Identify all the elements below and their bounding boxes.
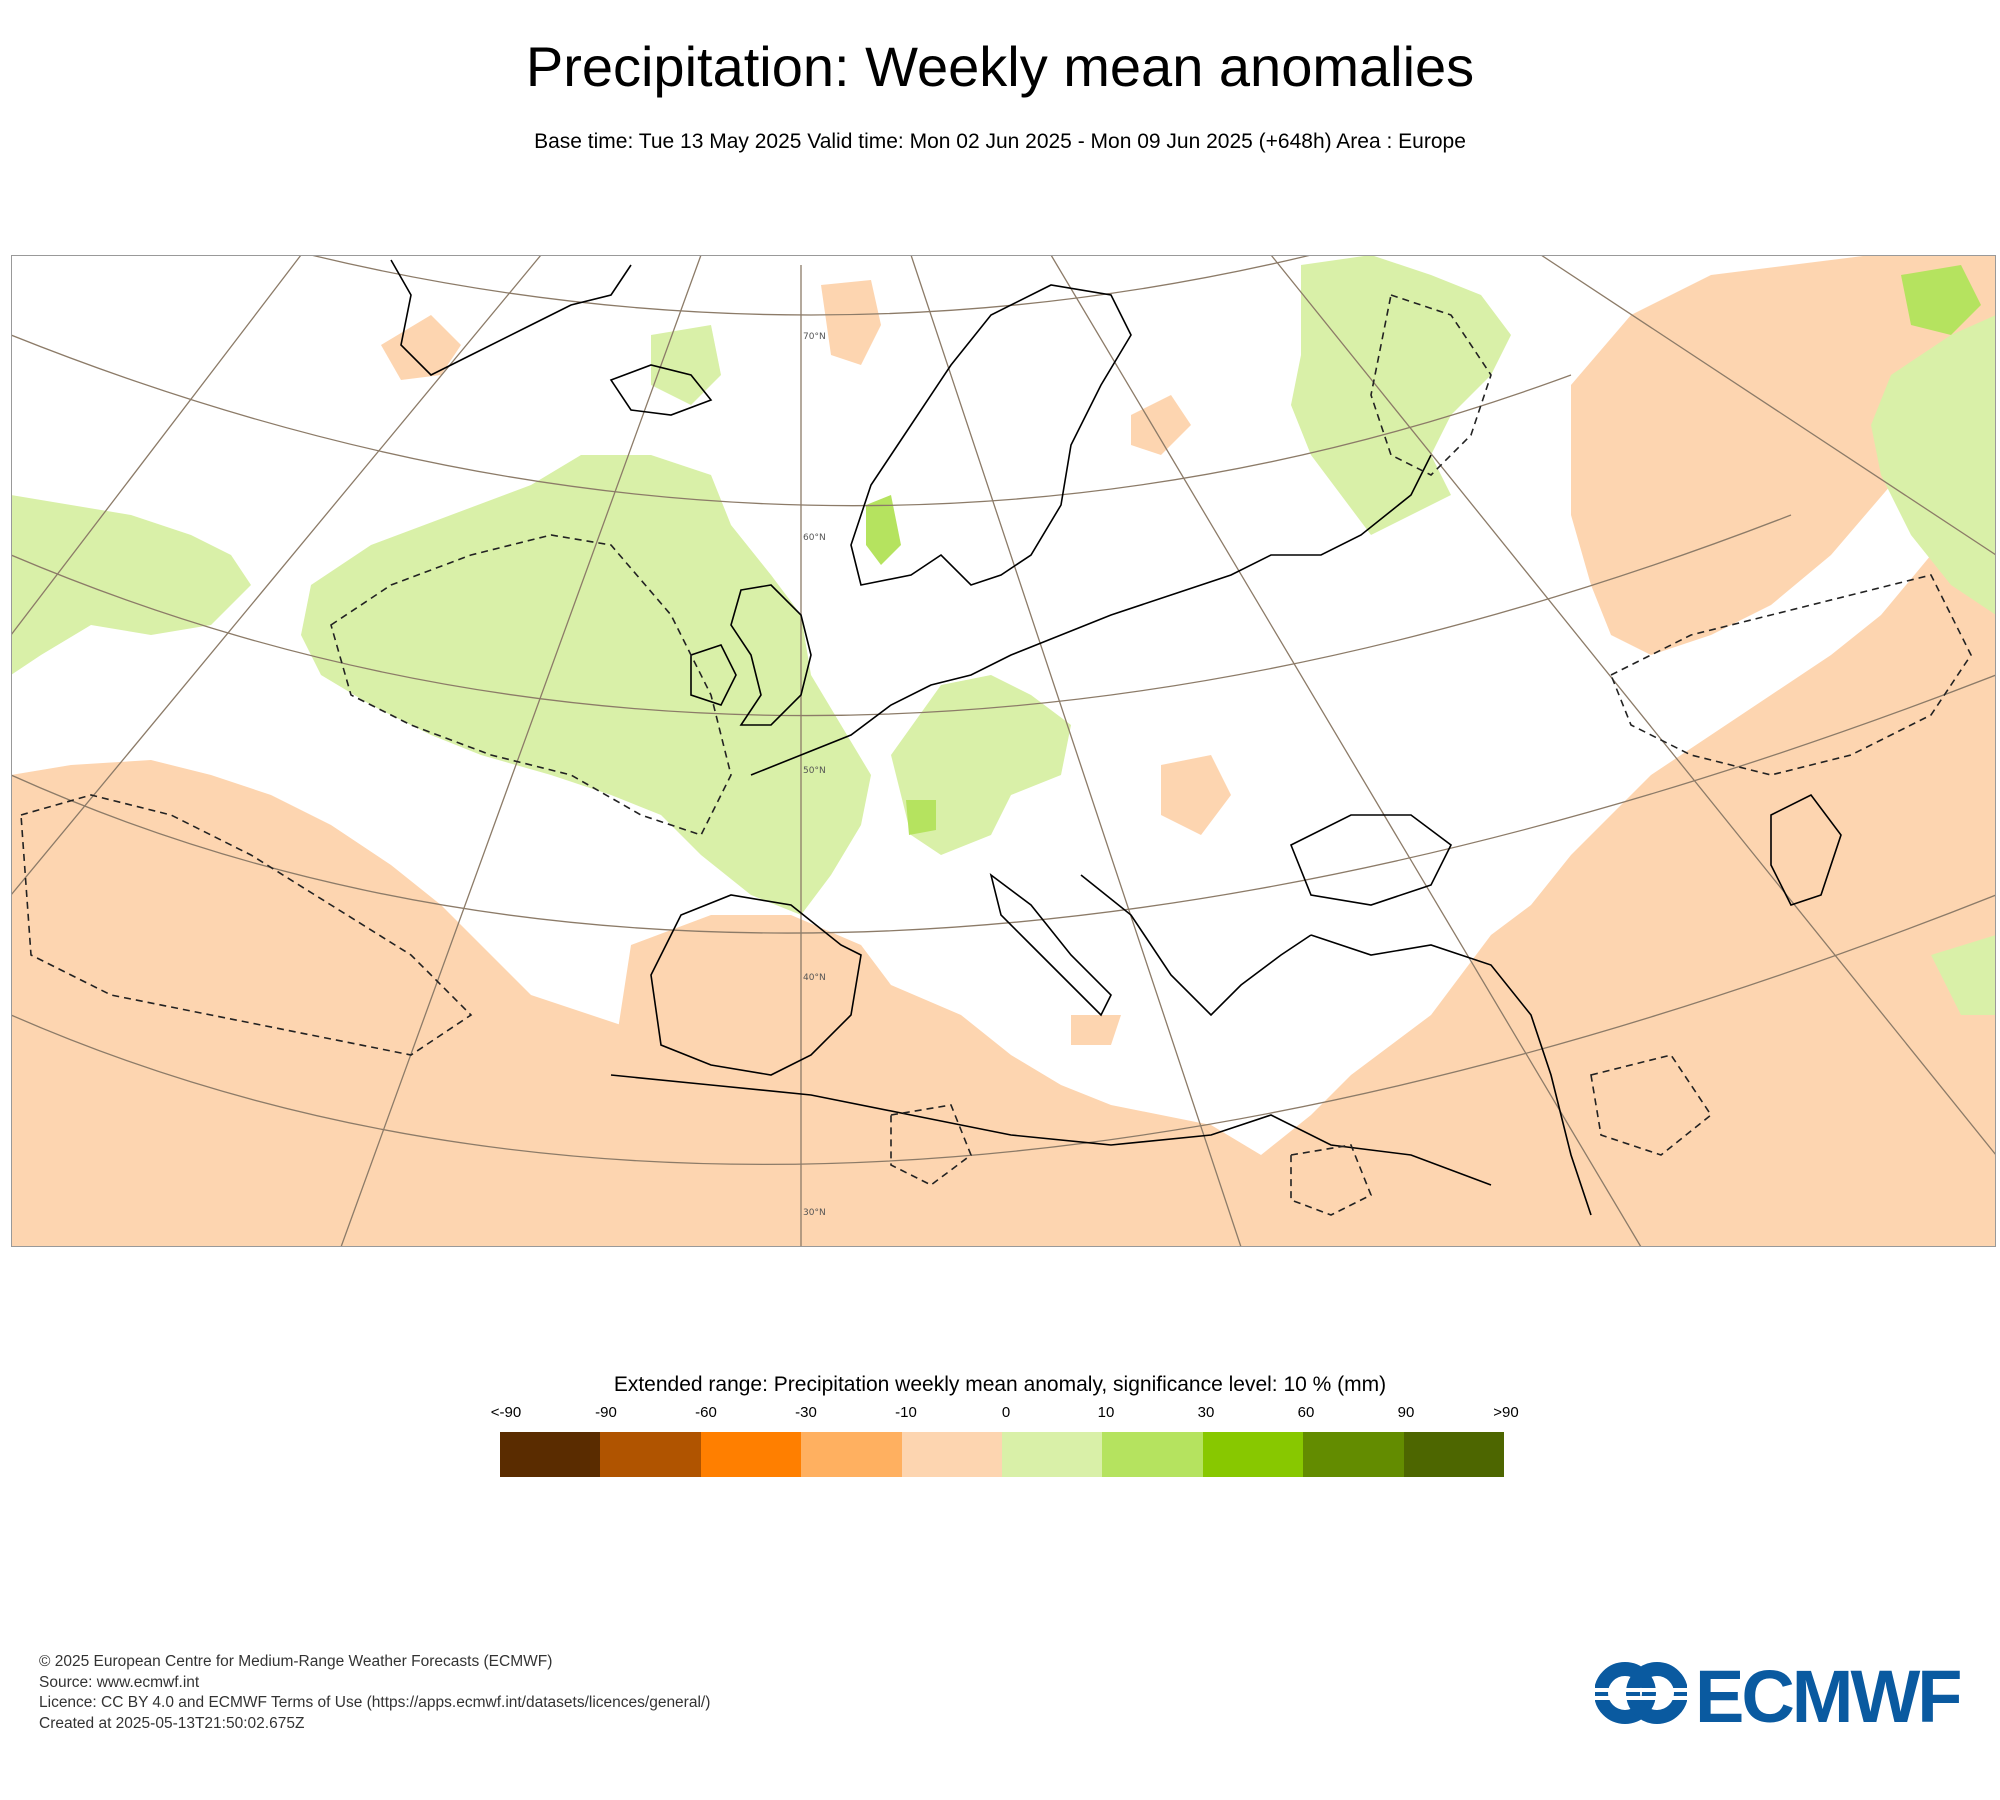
meridian-2 — [11, 255, 542, 896]
wet-region-russia-north — [1291, 255, 1511, 535]
latitude-label-30n: 30°N — [803, 1208, 826, 1218]
strong-wet-alps — [906, 800, 936, 835]
meridian-8 — [1540, 255, 1996, 556]
coast-north-africa — [610, 1074, 1492, 1186]
legend-tick: -60 — [695, 1404, 717, 1421]
footer-credits: © 2025 European Centre for Medium-Range … — [39, 1652, 710, 1734]
meridian-3 — [340, 255, 702, 1247]
legend-tick: 30 — [1197, 1404, 1215, 1421]
legend-swatch — [801, 1432, 902, 1477]
coastlines — [390, 259, 1842, 1216]
latitude-70n — [310, 255, 1312, 316]
dry-patch-norway-sea — [821, 280, 881, 365]
coast-ireland — [690, 644, 737, 706]
legend-tick: -90 — [595, 1404, 617, 1421]
contour-middle-east — [1590, 1054, 1713, 1156]
coast-caspian — [1770, 793, 1842, 906]
contour-atlantic-south — [20, 794, 473, 1056]
legend-tick: 10 — [1097, 1404, 1115, 1421]
dry-patch-finland — [1131, 395, 1191, 455]
legend-swatch — [1403, 1432, 1505, 1477]
ecmwf-logo-icon — [1594, 1662, 1688, 1724]
dry-region-east-russia — [1571, 255, 1996, 655]
meridian-7 — [1270, 255, 1996, 1156]
meridian-5 — [910, 255, 1242, 1247]
footer-copyright: © 2025 European Centre for Medium-Range … — [39, 1653, 553, 1670]
contour-africa-2 — [1290, 1144, 1373, 1216]
meridian-6 — [1050, 255, 1642, 1247]
footer-created: Created at 2025-05-13T21:50:02.675Z — [39, 1714, 305, 1732]
dry-anomaly-regions — [11, 255, 1996, 1247]
contour-east — [1609, 574, 1972, 776]
wet-patch-caspian — [1931, 935, 1996, 1015]
legend-tick: 60 — [1297, 1404, 1315, 1421]
coast-continent — [750, 454, 1432, 776]
legend-title: Extended range: Precipitation weekly mea… — [613, 1373, 1387, 1396]
latitude-30n — [11, 894, 1996, 1165]
coast-balkans — [1080, 874, 1312, 1017]
color-legend: <-90 -90 -60 -30 -10 0 10 30 60 90 >90 — [491, 1404, 1519, 1477]
footer-licence: Licence: CC BY 4.0 and ECMWF Terms of Us… — [39, 1694, 711, 1711]
strong-wet-patches — [866, 265, 1981, 835]
contour-north-atlantic — [330, 534, 732, 836]
legend-tick: <-90 — [490, 1404, 522, 1421]
legend-swatch — [500, 1432, 601, 1477]
ecmwf-logo: ECMWF — [1594, 1655, 1975, 1738]
ecmwf-logo-text: ECMWF — [1695, 1655, 1962, 1738]
dry-patch-balkans — [1161, 755, 1231, 835]
dry-patch-italy — [1071, 1015, 1121, 1045]
strong-wet-urals — [1901, 265, 1981, 335]
coast-italy — [989, 873, 1112, 1017]
latitude-50n — [11, 514, 1792, 717]
wet-region-urals — [1871, 315, 1996, 615]
contour-africa-1 — [890, 1104, 972, 1186]
chart-title: Precipitation: Weekly mean anomalies — [525, 35, 1475, 98]
legend-swatch — [1102, 1432, 1203, 1477]
map-frame — [11, 255, 1996, 1247]
legend-swatch — [600, 1432, 701, 1477]
legend-tick: 0 — [1001, 1404, 1011, 1421]
latitude-label-40n: 40°N — [803, 973, 826, 983]
coast-scandinavia — [850, 284, 1132, 586]
coast-turkey-mideast — [1310, 934, 1592, 1216]
coast-iceland — [609, 364, 713, 416]
dry-region-iberia-africa — [611, 515, 1996, 1247]
coast-britain — [730, 584, 812, 726]
europe-precipitation-map: 70°N 60°N 50°N 40°N 30°N — [11, 255, 1996, 1247]
meridian-1 — [11, 255, 302, 636]
chart-subtitle: Base time: Tue 13 May 2025 Valid time: M… — [534, 130, 1466, 153]
wet-region-north-atlantic — [301, 455, 871, 915]
latitude-label-70n: 70°N — [803, 332, 826, 342]
legend-swatch — [901, 1432, 1003, 1477]
latitude-labels: 70°N 60°N 50°N 40°N 30°N — [803, 332, 826, 1218]
coast-greenland — [390, 259, 632, 376]
latitude-40n — [11, 674, 1996, 934]
legend-tick: 90 — [1397, 1404, 1415, 1421]
legend-swatches — [500, 1432, 1505, 1477]
legend-swatch — [1303, 1432, 1404, 1477]
legend-tick: >90 — [1493, 1404, 1519, 1421]
strong-wet-norway — [866, 495, 901, 565]
legend-swatch — [1202, 1432, 1304, 1477]
legend-swatch — [1002, 1432, 1103, 1477]
dry-patch-greenland — [381, 315, 461, 380]
logo-ring-left — [1594, 1662, 1656, 1724]
footer-source: Source: www.ecmwf.int — [39, 1673, 200, 1691]
latitude-label-50n: 50°N — [803, 766, 826, 776]
legend-swatch — [700, 1432, 802, 1477]
latitude-label-60n: 60°N — [803, 533, 826, 543]
wet-region-west-atlantic — [11, 495, 251, 675]
logo-ring-right — [1626, 1662, 1688, 1724]
logo-gap-top — [1595, 1688, 1687, 1692]
coast-iberia — [650, 894, 862, 1076]
legend-tick: -10 — [895, 1404, 917, 1421]
logo-gap-bottom — [1595, 1696, 1687, 1700]
graticule — [11, 255, 1996, 1247]
legend-tick: -30 — [795, 1404, 817, 1421]
contour-russia — [1370, 293, 1492, 476]
significance-contours — [20, 293, 1972, 1216]
dry-region-atlantic-south — [11, 760, 711, 1247]
coast-black-sea — [1289, 814, 1453, 906]
